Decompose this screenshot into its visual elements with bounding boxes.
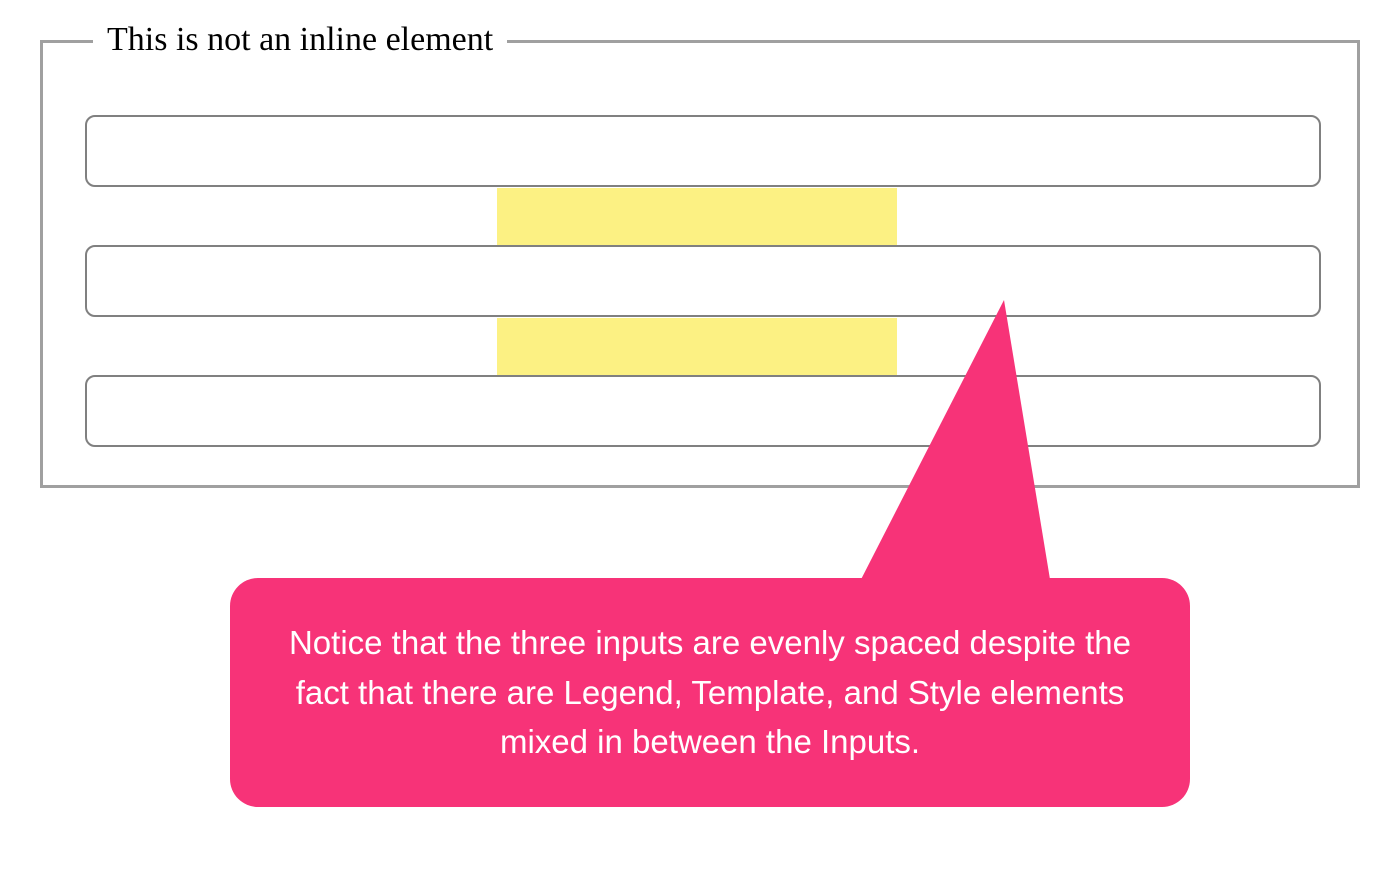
fieldset-demo: This is not an inline element xyxy=(40,40,1360,488)
callout-bubble: Notice that the three inputs are evenly … xyxy=(230,578,1190,807)
input-field-3[interactable] xyxy=(85,375,1321,447)
callout-text: Notice that the three inputs are evenly … xyxy=(280,618,1140,767)
fieldset-legend: This is not an inline element xyxy=(93,21,507,59)
input-field-2[interactable] xyxy=(85,245,1321,317)
input-field-1[interactable] xyxy=(85,115,1321,187)
annotation-callout: Notice that the three inputs are evenly … xyxy=(230,578,1190,807)
